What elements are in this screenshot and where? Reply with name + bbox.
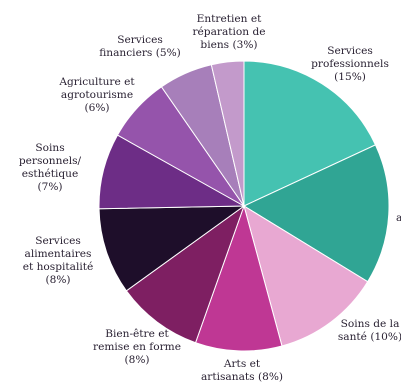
slice-label-line: professionnels	[311, 58, 389, 70]
slice-label-line: financiers (5%)	[99, 47, 181, 59]
slice-label-line: Services	[327, 45, 373, 57]
slice-label-line: artisanats (8%)	[201, 371, 283, 383]
pie-slices	[99, 61, 389, 351]
slice-label-line: Arts et	[223, 358, 261, 370]
slice-label-line: réparation de	[192, 26, 265, 38]
slice-label-line: Agriculture et	[58, 76, 135, 88]
slice-label: Agriculture et agrotourisme (6%)	[58, 76, 135, 114]
slice-label-line: esthétique	[22, 168, 79, 180]
slice-label: Services alimentaires et hospitalité (8%)	[23, 235, 94, 286]
slice-label-line: (8%)	[45, 274, 70, 286]
slice-label: Services financiers (5%)	[99, 34, 181, 59]
slice-label-line: (8%)	[124, 354, 149, 366]
slice-label-line: (6%)	[84, 102, 109, 114]
slice-label-line: biens (3%)	[200, 39, 257, 51]
slice-label: Soins de la santé (10%)	[338, 318, 401, 343]
slice-label-line: (7%)	[37, 181, 62, 193]
slice-label: Arts et artisanats (8%)	[201, 358, 283, 383]
slice-label: Entretien et réparation de biens (3%)	[192, 13, 265, 51]
slice-label: Bien-être et remise en forme (8%)	[93, 328, 181, 366]
slice-label-line: santé (10%)	[338, 331, 401, 343]
slice-label-line: Soins de la	[341, 318, 400, 330]
slice-label-line: Soins	[35, 142, 64, 154]
slice-label-line: a	[396, 212, 401, 224]
slice-label-line: remise en forme	[93, 341, 181, 353]
slice-label-line: et hospitalité	[23, 261, 94, 273]
slice-label: Services professionnels (15%)	[311, 45, 389, 83]
slice-label-line: Bien-être et	[105, 328, 169, 340]
slice-label-line: Services	[117, 34, 163, 46]
slice-label-line: personnels/	[19, 155, 82, 167]
slice-label-line: Entretien et	[197, 13, 263, 25]
slice-label-line: (15%)	[334, 71, 366, 83]
slice-label: a	[396, 212, 401, 224]
slice-label-line: agrotourisme	[61, 89, 133, 101]
slice-label-line: Services	[35, 235, 81, 247]
slice-label: Soins personnels/esthétique (7%)	[19, 142, 82, 193]
slice-label-line: alimentaires	[25, 248, 92, 260]
